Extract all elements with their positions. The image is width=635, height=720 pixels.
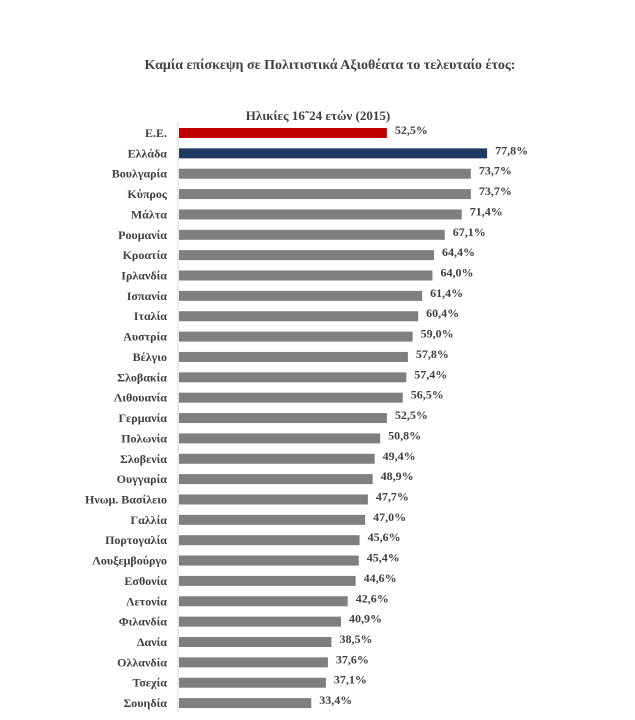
value-label: 77,8% <box>495 143 528 157</box>
bar-23 <box>179 575 356 586</box>
bar-6 <box>179 229 445 240</box>
category-label: Κύπρος <box>127 187 168 201</box>
value-label: 45,4% <box>367 551 400 565</box>
category-label: Βέλγιο <box>133 350 167 364</box>
value-label: 50,8% <box>388 428 421 442</box>
category-label: Βουλγαρία <box>112 167 168 181</box>
bar-2 <box>179 148 488 159</box>
bar-1 <box>179 128 387 138</box>
bar-16 <box>179 433 381 444</box>
category-label: Ολλανδία <box>117 655 167 669</box>
value-label: 56,5% <box>411 388 444 402</box>
value-label: 61,4% <box>430 286 463 300</box>
category-label: Λιθουανία <box>114 391 168 405</box>
category-label: Εσθονία <box>124 574 167 588</box>
value-label: 37,6% <box>336 652 369 666</box>
value-label: 57,4% <box>414 367 447 381</box>
category-label: Γαλλία <box>130 513 167 527</box>
value-label: 40,9% <box>349 612 382 626</box>
bar-7 <box>179 250 435 261</box>
bar-18 <box>179 474 373 485</box>
bar-17 <box>179 453 375 464</box>
value-label: 60,4% <box>426 306 459 320</box>
value-label: 44,6% <box>364 571 397 585</box>
category-label: Ιρλανδία <box>121 269 167 283</box>
bar-3 <box>179 168 471 179</box>
category-label: Κροατία <box>123 248 168 262</box>
chart-title: Καμία επίσκεψη σε Πολιτιστικά Αξιοθέατα … <box>144 58 516 73</box>
category-label: Πολωνία <box>121 431 167 445</box>
bar-10 <box>179 311 419 322</box>
category-label: Ελλάδα <box>128 146 168 160</box>
category-label: Σλοβακία <box>117 370 167 384</box>
category-label: Ρουμανία <box>118 228 167 242</box>
value-label: 67,1% <box>453 225 486 239</box>
bar-19 <box>179 494 368 505</box>
value-label: 47,7% <box>376 489 409 503</box>
value-label: 64,0% <box>440 266 473 280</box>
bar-12 <box>179 351 408 362</box>
bar-9 <box>179 290 423 301</box>
category-label: Σλοβενία <box>120 452 167 466</box>
value-label: 59,0% <box>421 327 454 341</box>
category-label: Μάλτα <box>131 207 167 221</box>
bar-4 <box>179 189 471 200</box>
bar-15 <box>179 413 387 424</box>
category-label: Ισπανία <box>127 289 168 303</box>
value-label: 57,8% <box>416 347 449 361</box>
bar-27 <box>179 657 328 668</box>
bar-21 <box>179 535 360 546</box>
category-label: Ηνωμ. Βασίλειο <box>85 492 167 506</box>
value-label: 52,5% <box>395 123 428 137</box>
bar-14 <box>179 392 403 403</box>
bar-22 <box>179 555 359 566</box>
value-label: 38,5% <box>339 632 372 646</box>
bar-29 <box>179 698 312 709</box>
bar-24 <box>179 596 348 607</box>
category-label: Τσεχία <box>132 676 167 690</box>
value-label: 73,7% <box>479 184 512 198</box>
bar-13 <box>179 372 407 383</box>
category-label: Ε.Ε. <box>145 126 167 140</box>
category-label: Λουξεμβούργο <box>92 554 167 568</box>
value-label: 49,4% <box>383 449 416 463</box>
value-label: 73,7% <box>479 164 512 178</box>
value-label: 37,1% <box>334 673 367 687</box>
category-label: Σουηδία <box>123 696 167 710</box>
value-label: 48,9% <box>381 469 414 483</box>
bar-25 <box>179 616 341 627</box>
category-label: Γερμανία <box>119 411 168 425</box>
bar-8 <box>179 270 433 281</box>
value-label: 33,4% <box>319 693 352 707</box>
bar-5 <box>179 209 462 220</box>
bar-11 <box>179 331 413 342</box>
category-label: Φιλανδία <box>119 615 168 629</box>
category-label: Λετονία <box>126 594 167 608</box>
bar-26 <box>179 637 332 647</box>
value-label: 42,6% <box>356 591 389 605</box>
category-label: Ουγγαρία <box>117 472 168 486</box>
value-label: 52,5% <box>395 408 428 422</box>
chart-subtitle: Ηλικίες 16˜24 ετών (2015) <box>245 108 391 123</box>
value-label: 45,6% <box>368 530 401 544</box>
bar-20 <box>179 514 366 525</box>
category-label: Αυστρία <box>123 330 167 344</box>
bar-28 <box>179 677 326 688</box>
category-label: Ιταλία <box>134 309 168 323</box>
value-label: 47,0% <box>373 510 406 524</box>
category-label: Πορτογαλία <box>105 533 167 547</box>
value-label: 71,4% <box>470 204 503 218</box>
value-label: 64,4% <box>442 245 475 259</box>
category-label: Δανία <box>137 635 167 649</box>
